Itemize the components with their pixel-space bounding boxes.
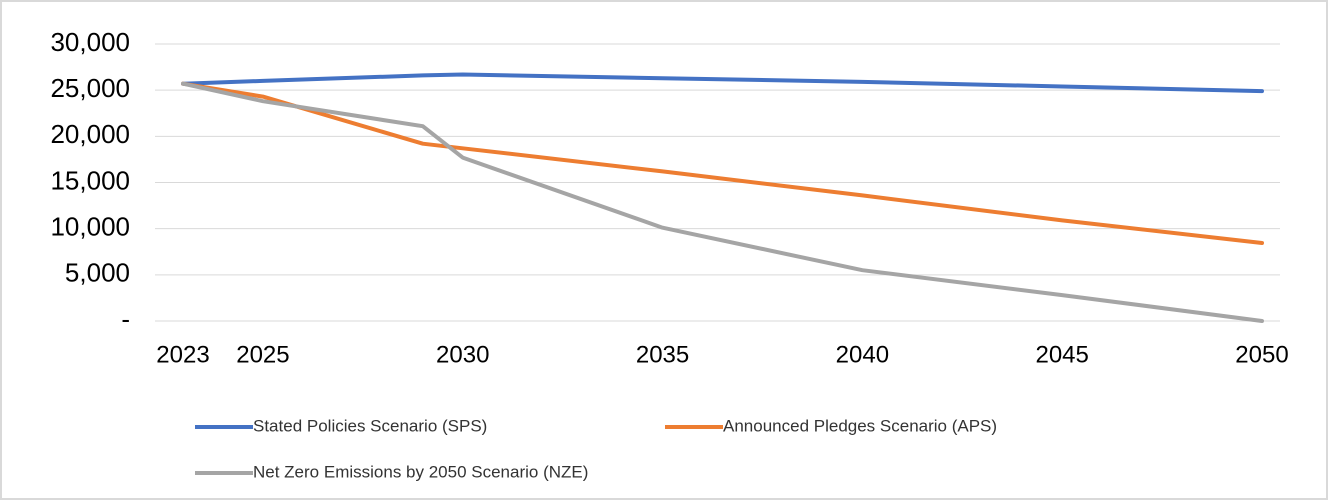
series-line xyxy=(181,81,1264,323)
y-tick-label: 20,000 xyxy=(50,119,130,149)
legend-label: Net Zero Emissions by 2050 Scenario (NZE… xyxy=(253,462,588,481)
y-tick-label: - xyxy=(121,304,130,334)
y-tick-label: 10,000 xyxy=(50,212,130,242)
x-tick-label: 2025 xyxy=(236,341,289,368)
x-tick-label: 2035 xyxy=(636,341,689,368)
legend-label: Announced Pledges Scenario (APS) xyxy=(723,416,997,435)
x-tick-label: 2050 xyxy=(1235,341,1288,368)
x-tick-label: 2040 xyxy=(836,341,889,368)
x-tick-label: 2023 xyxy=(156,341,209,368)
legend-label: Stated Policies Scenario (SPS) xyxy=(253,416,487,435)
x-tick-label: 2045 xyxy=(1035,341,1088,368)
x-tick-label: 2030 xyxy=(436,341,489,368)
y-tick-label: 30,000 xyxy=(50,27,130,57)
y-tick-label: 15,000 xyxy=(50,165,130,195)
y-tick-label: 25,000 xyxy=(50,73,130,103)
y-tick-label: 5,000 xyxy=(65,258,130,288)
series-line xyxy=(181,72,1264,94)
